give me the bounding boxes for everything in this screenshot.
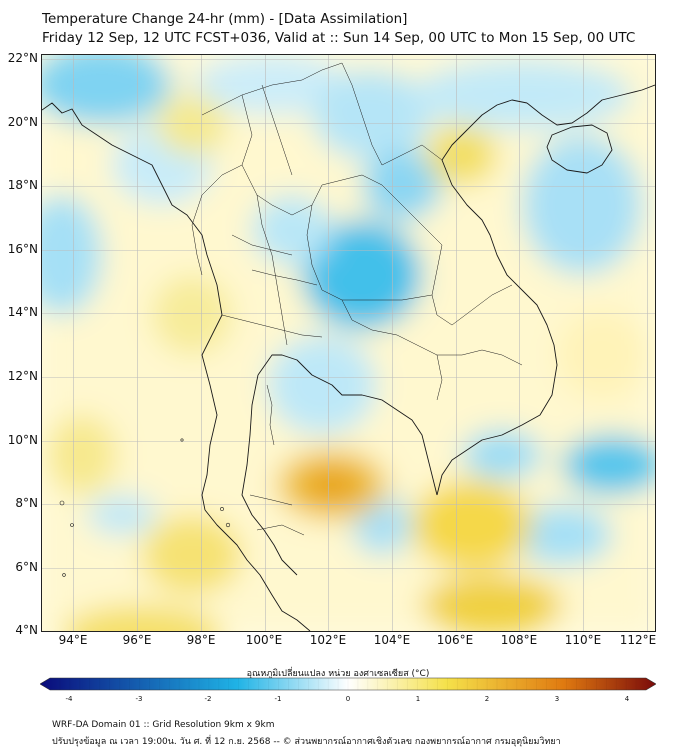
- map-subtitle: Friday 12 Sep, 12 UTC FCST+036, Valid at…: [42, 30, 636, 46]
- colorbar-tick-label: -4: [65, 695, 73, 703]
- lat-label: 12°N: [7, 369, 38, 383]
- lon-label: 100°E: [245, 633, 283, 647]
- borders: [191, 62, 523, 536]
- lon-label: 106°E: [436, 633, 474, 647]
- lon-label: 104°E: [373, 633, 411, 647]
- lat-label: 16°N: [7, 242, 38, 256]
- lon-label: 102°E: [309, 633, 347, 647]
- lat-label: 22°N: [7, 51, 38, 65]
- colorbar-ramp: [40, 677, 656, 691]
- lat-label: 10°N: [7, 433, 38, 447]
- colorbar-tick-label: 0: [345, 695, 351, 703]
- colorbar-tick-label: 1: [415, 695, 421, 703]
- lat-label: 4°N: [15, 623, 38, 637]
- colorbar: [40, 677, 656, 691]
- lat-label: 18°N: [7, 178, 38, 192]
- lon-label: 108°E: [500, 633, 538, 647]
- lon-label: 98°E: [186, 633, 216, 647]
- lon-label: 112°E: [619, 633, 657, 647]
- colorbar-tick-label: 2: [484, 695, 490, 703]
- islands: [59, 438, 231, 577]
- map-title: Temperature Change 24-hr (mm) - [Data As…: [42, 11, 408, 27]
- colorbar-title: อุณหภูมิเปลี่ยนแปลง หน่วย องศาเซลเซียส (…: [246, 669, 430, 679]
- colorbar-tick-label: -2: [204, 695, 212, 703]
- temperature-field: [42, 55, 655, 631]
- lon-label: 96°E: [122, 633, 152, 647]
- colorbar-tick-label: 4: [624, 695, 630, 703]
- map-canvas: [42, 55, 655, 631]
- lat-label: 14°N: [7, 305, 38, 319]
- lat-label: 20°N: [7, 115, 38, 129]
- lat-label: 6°N: [15, 560, 38, 574]
- footer-credit: ปรับปรุงข้อมูล ณ เวลา 19:00น. วัน ศ. ที่…: [52, 737, 561, 747]
- coastlines: [42, 84, 655, 631]
- lon-label: 110°E: [564, 633, 602, 647]
- temperature-change-map[interactable]: [41, 54, 656, 632]
- graticule: [42, 55, 655, 631]
- lat-label: 8°N: [15, 496, 38, 510]
- lon-label: 94°E: [58, 633, 88, 647]
- colorbar-tick-label: 3: [554, 695, 560, 703]
- footer-model-info: WRF-DA Domain 01 :: Grid Resolution 9km …: [52, 720, 275, 730]
- colorbar-tick-label: -1: [274, 695, 282, 703]
- colorbar-tick-label: -3: [135, 695, 143, 703]
